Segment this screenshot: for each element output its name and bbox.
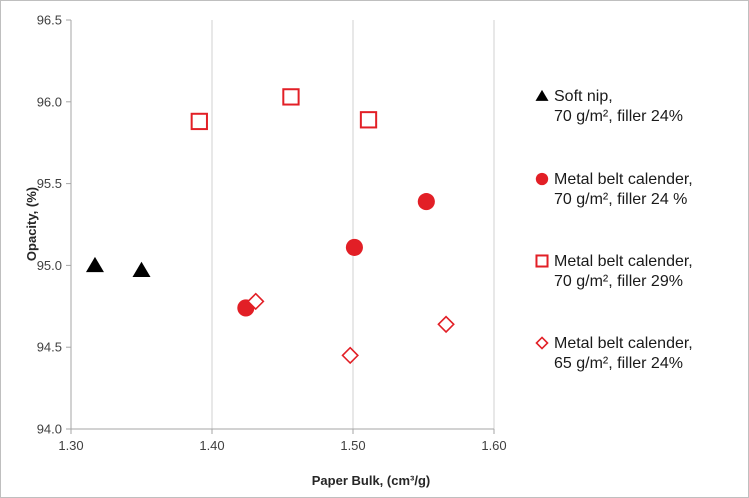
legend: Soft nip, 70 g/m², filler 24% Metal belt c…	[535, 88, 693, 372]
data-point	[345, 238, 363, 256]
data-point	[246, 292, 265, 311]
data-point	[417, 193, 435, 211]
y-axis-title: Opacity, (%)	[24, 187, 39, 261]
legend-marker	[535, 89, 549, 101]
data-point	[132, 261, 151, 278]
legend-marker	[535, 336, 549, 350]
data-point	[282, 88, 300, 106]
x-tick-label: 1.30	[58, 438, 83, 453]
legend-label: Soft nip,	[554, 88, 613, 105]
grid-lines	[70, 20, 495, 429]
data-point	[341, 346, 359, 365]
y-tick-label: 95.0	[37, 258, 62, 273]
x-axis-title: Paper Bulk, (cm³/g)	[312, 473, 430, 488]
y-tick-label: 94.0	[37, 422, 62, 437]
x-tick-label: 1.40	[199, 438, 224, 453]
y-tick-label: 96.5	[37, 13, 62, 28]
y-tick-label: 96.0	[37, 94, 62, 109]
y-tick-label: 94.5	[37, 340, 62, 355]
legend-label: Metal belt calender,	[554, 171, 693, 188]
legend-label: 70 g/m², filler 24 %	[554, 191, 687, 208]
legend-label: Metal belt calender,	[554, 253, 693, 270]
legend-label: 70 g/m², filler 29%	[554, 273, 683, 290]
x-tick-label: 1.60	[481, 438, 506, 453]
legend-label: 65 g/m², filler 24%	[554, 355, 683, 372]
axes	[66, 19, 495, 434]
data-points	[85, 88, 455, 365]
data-point	[359, 111, 378, 129]
legend-label: 70 g/m², filler 24%	[554, 108, 683, 125]
legend-label: Metal belt calender,	[554, 335, 693, 352]
legend-marker	[535, 254, 549, 268]
legend-marker	[535, 172, 549, 186]
data-point	[437, 315, 455, 334]
x-tick-label: 1.50	[340, 438, 365, 453]
data-point	[85, 256, 104, 273]
tick-labels: 94.0 94.5 95.0 95.5 96.0 96.5 1.30 1.40 1.50 1.60	[37, 13, 507, 454]
data-point	[190, 112, 208, 131]
y-tick-label: 95.5	[37, 176, 62, 191]
